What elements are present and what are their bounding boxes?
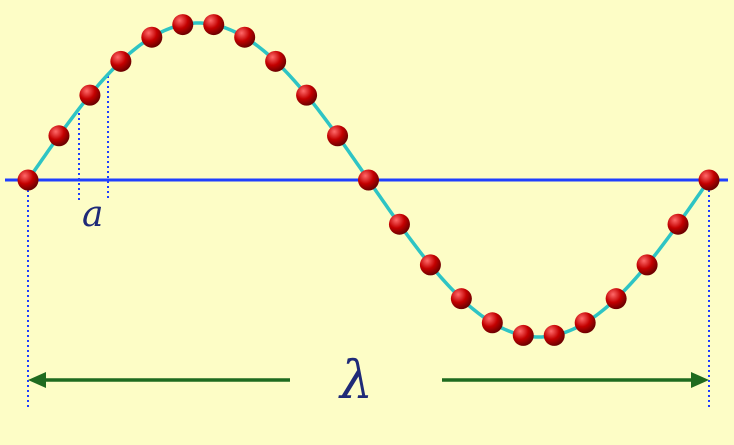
guide-lines bbox=[27, 76, 710, 407]
atom-10 bbox=[327, 125, 349, 147]
atom-5 bbox=[172, 14, 194, 36]
wavelength-arrow bbox=[28, 372, 709, 388]
atom-3 bbox=[110, 50, 132, 72]
atom-17 bbox=[543, 324, 565, 346]
atom-6 bbox=[203, 14, 225, 36]
atom-12 bbox=[388, 213, 410, 235]
wavelength-label: λ bbox=[338, 351, 373, 411]
atom-19 bbox=[605, 288, 627, 310]
atom-11 bbox=[358, 169, 379, 191]
atom-0 bbox=[17, 169, 39, 191]
atom-14 bbox=[450, 288, 472, 310]
atom-8 bbox=[265, 50, 287, 72]
atom-2 bbox=[79, 84, 101, 106]
atom-7 bbox=[234, 26, 256, 48]
atoms-group bbox=[17, 14, 720, 346]
atom-16 bbox=[512, 324, 534, 346]
lattice-constant-label: a bbox=[82, 194, 103, 235]
atom-20 bbox=[636, 254, 658, 276]
atom-9 bbox=[296, 84, 318, 106]
wavelength-arrow-left-head bbox=[28, 372, 46, 388]
atom-13 bbox=[419, 254, 441, 276]
atom-4 bbox=[141, 26, 163, 48]
atom-1 bbox=[48, 125, 70, 147]
atom-18 bbox=[574, 312, 596, 334]
atom-21 bbox=[667, 213, 689, 235]
atom-15 bbox=[481, 312, 503, 334]
atom-22 bbox=[698, 169, 720, 191]
wavelength-arrow-right-head bbox=[691, 372, 709, 388]
